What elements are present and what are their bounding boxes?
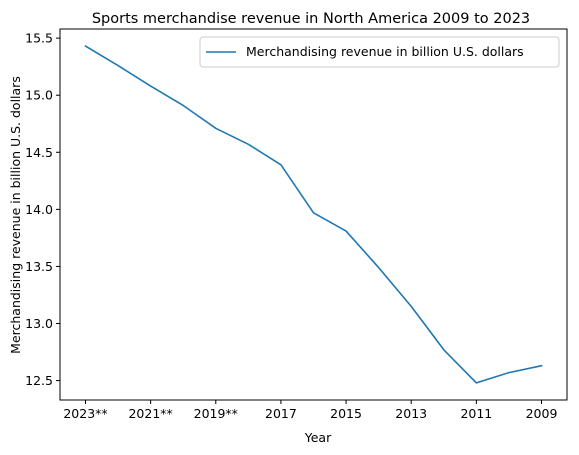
- y-tick-label: 12.5: [25, 373, 53, 388]
- x-tick-label: 2013: [395, 406, 427, 421]
- x-tick-label: 2019**: [194, 406, 238, 421]
- x-tick-label: 2011: [460, 406, 492, 421]
- x-tick-label: 2009: [526, 406, 558, 421]
- x-tick-label: 2021**: [128, 406, 172, 421]
- y-axis-label: Merchandising revenue in billion U.S. do…: [8, 76, 23, 354]
- y-tick-label: 13.5: [25, 259, 53, 274]
- plot-frame: [59, 28, 568, 401]
- x-axis: 2023** 2021** 2019** 2017 2015 2013 2011 2009: [63, 400, 557, 421]
- y-tick-label: 15.0: [25, 88, 53, 103]
- legend-entry: Merchandising revenue in billion U.S. do…: [246, 44, 524, 59]
- chart-title: Sports merchandise revenue in North Amer…: [92, 11, 530, 27]
- plot-area: [84, 45, 543, 384]
- legend: Merchandising revenue in billion U.S. do…: [199, 36, 560, 68]
- x-tick-label: 2017: [265, 406, 297, 421]
- y-tick-label: 14.5: [25, 145, 53, 160]
- x-axis-label: Year: [304, 430, 332, 445]
- legend-box: [199, 36, 560, 68]
- x-tick-label: 2015: [330, 406, 362, 421]
- y-tick-label: 13.0: [25, 316, 53, 331]
- y-tick-label: 14.0: [25, 202, 53, 217]
- series-line-0: [84, 45, 543, 384]
- y-axis: 12.5 13.0 13.5 14.0 14.5 15.0 15.5: [25, 31, 60, 388]
- x-tick-label: 2023**: [63, 406, 107, 421]
- y-tick-label: 15.5: [25, 31, 53, 46]
